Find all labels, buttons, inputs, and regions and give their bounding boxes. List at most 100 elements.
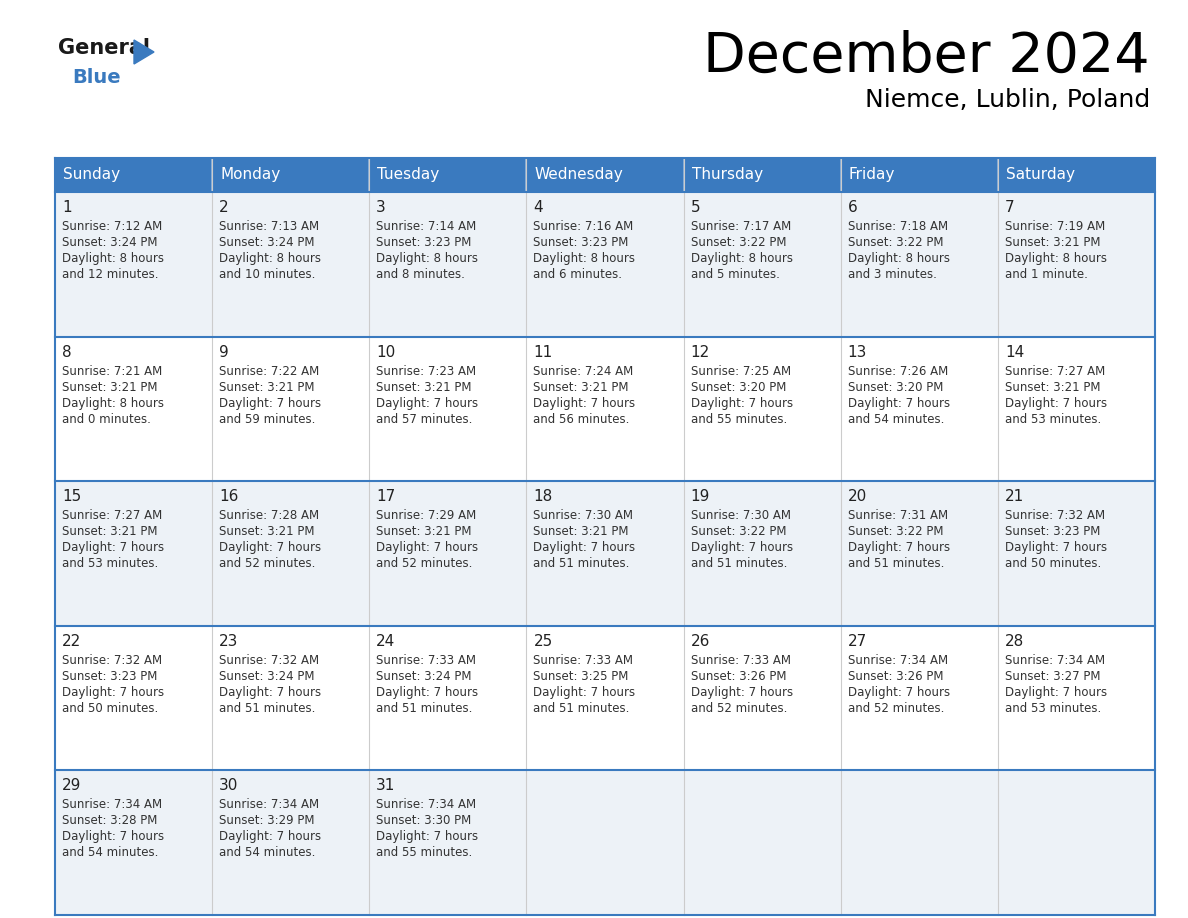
- Text: Daylight: 8 hours: Daylight: 8 hours: [377, 252, 479, 265]
- Bar: [998, 158, 1155, 192]
- Text: and 54 minutes.: and 54 minutes.: [848, 412, 944, 426]
- Text: and 6 minutes.: and 6 minutes.: [533, 268, 623, 281]
- Text: and 51 minutes.: and 51 minutes.: [533, 701, 630, 715]
- Text: Sunset: 3:23 PM: Sunset: 3:23 PM: [1005, 525, 1100, 538]
- Text: Sunrise: 7:27 AM: Sunrise: 7:27 AM: [62, 509, 163, 522]
- Text: Sunset: 3:24 PM: Sunset: 3:24 PM: [377, 670, 472, 683]
- Text: Daylight: 7 hours: Daylight: 7 hours: [533, 397, 636, 409]
- Text: Daylight: 7 hours: Daylight: 7 hours: [848, 686, 950, 699]
- Text: Sunrise: 7:33 AM: Sunrise: 7:33 AM: [377, 654, 476, 666]
- Text: Thursday: Thursday: [691, 167, 763, 183]
- Text: 3: 3: [377, 200, 386, 215]
- Text: Daylight: 7 hours: Daylight: 7 hours: [377, 686, 479, 699]
- Text: Daylight: 7 hours: Daylight: 7 hours: [377, 397, 479, 409]
- Text: Daylight: 7 hours: Daylight: 7 hours: [377, 542, 479, 554]
- Text: Sunrise: 7:26 AM: Sunrise: 7:26 AM: [848, 364, 948, 377]
- Text: and 50 minutes.: and 50 minutes.: [1005, 557, 1101, 570]
- Text: Sunset: 3:27 PM: Sunset: 3:27 PM: [1005, 670, 1100, 683]
- Text: and 12 minutes.: and 12 minutes.: [62, 268, 158, 281]
- Text: and 10 minutes.: and 10 minutes.: [219, 268, 316, 281]
- Bar: [683, 158, 841, 192]
- Text: Sunset: 3:21 PM: Sunset: 3:21 PM: [377, 525, 472, 538]
- Text: 12: 12: [690, 344, 709, 360]
- Text: and 3 minutes.: and 3 minutes.: [848, 268, 936, 281]
- Text: Sunset: 3:22 PM: Sunset: 3:22 PM: [690, 236, 786, 249]
- Text: Sunrise: 7:33 AM: Sunrise: 7:33 AM: [533, 654, 633, 666]
- Text: Sunrise: 7:30 AM: Sunrise: 7:30 AM: [690, 509, 790, 522]
- Bar: [55, 158, 213, 192]
- Text: Daylight: 7 hours: Daylight: 7 hours: [219, 397, 321, 409]
- Text: 22: 22: [62, 633, 81, 649]
- Text: 23: 23: [219, 633, 239, 649]
- Text: Sunset: 3:26 PM: Sunset: 3:26 PM: [848, 670, 943, 683]
- Text: Sunrise: 7:31 AM: Sunrise: 7:31 AM: [848, 509, 948, 522]
- Polygon shape: [134, 40, 154, 64]
- Text: and 50 minutes.: and 50 minutes.: [62, 701, 158, 715]
- Text: Daylight: 8 hours: Daylight: 8 hours: [62, 252, 164, 265]
- Text: December 2024: December 2024: [703, 30, 1150, 84]
- Text: 2: 2: [219, 200, 229, 215]
- Text: Sunset: 3:21 PM: Sunset: 3:21 PM: [1005, 236, 1100, 249]
- Text: Sunrise: 7:33 AM: Sunrise: 7:33 AM: [690, 654, 790, 666]
- Text: 6: 6: [848, 200, 858, 215]
- Text: Sunrise: 7:34 AM: Sunrise: 7:34 AM: [377, 799, 476, 812]
- Text: Sunset: 3:24 PM: Sunset: 3:24 PM: [219, 236, 315, 249]
- Text: 14: 14: [1005, 344, 1024, 360]
- Bar: [55, 626, 1155, 770]
- Text: Sunrise: 7:32 AM: Sunrise: 7:32 AM: [62, 654, 162, 666]
- Text: Sunset: 3:20 PM: Sunset: 3:20 PM: [848, 381, 943, 394]
- Text: Daylight: 7 hours: Daylight: 7 hours: [62, 542, 164, 554]
- Text: Sunrise: 7:28 AM: Sunrise: 7:28 AM: [219, 509, 320, 522]
- Text: 27: 27: [848, 633, 867, 649]
- Text: 15: 15: [62, 489, 81, 504]
- Text: Friday: Friday: [848, 167, 895, 183]
- Text: 28: 28: [1005, 633, 1024, 649]
- Bar: [841, 158, 998, 192]
- Text: 30: 30: [219, 778, 239, 793]
- Text: and 54 minutes.: and 54 minutes.: [219, 846, 316, 859]
- Text: Daylight: 7 hours: Daylight: 7 hours: [533, 686, 636, 699]
- Text: and 55 minutes.: and 55 minutes.: [690, 412, 786, 426]
- Text: Sunset: 3:21 PM: Sunset: 3:21 PM: [1005, 381, 1100, 394]
- Text: Sunset: 3:21 PM: Sunset: 3:21 PM: [219, 381, 315, 394]
- Text: 19: 19: [690, 489, 710, 504]
- Text: and 51 minutes.: and 51 minutes.: [533, 557, 630, 570]
- Text: Sunset: 3:22 PM: Sunset: 3:22 PM: [848, 525, 943, 538]
- Text: Sunrise: 7:18 AM: Sunrise: 7:18 AM: [848, 220, 948, 233]
- Text: Daylight: 7 hours: Daylight: 7 hours: [1005, 542, 1107, 554]
- Text: 9: 9: [219, 344, 229, 360]
- Text: Sunset: 3:23 PM: Sunset: 3:23 PM: [377, 236, 472, 249]
- Text: Daylight: 7 hours: Daylight: 7 hours: [219, 831, 321, 844]
- Text: and 52 minutes.: and 52 minutes.: [219, 557, 316, 570]
- Text: Sunset: 3:29 PM: Sunset: 3:29 PM: [219, 814, 315, 827]
- Text: Daylight: 7 hours: Daylight: 7 hours: [62, 686, 164, 699]
- Text: Sunset: 3:21 PM: Sunset: 3:21 PM: [62, 525, 158, 538]
- Text: and 57 minutes.: and 57 minutes.: [377, 412, 473, 426]
- Text: Daylight: 8 hours: Daylight: 8 hours: [219, 252, 321, 265]
- Text: Daylight: 7 hours: Daylight: 7 hours: [219, 686, 321, 699]
- Text: Sunrise: 7:16 AM: Sunrise: 7:16 AM: [533, 220, 633, 233]
- Text: Sunset: 3:20 PM: Sunset: 3:20 PM: [690, 381, 786, 394]
- Text: and 51 minutes.: and 51 minutes.: [848, 557, 944, 570]
- Text: Daylight: 7 hours: Daylight: 7 hours: [690, 542, 792, 554]
- Bar: [526, 158, 683, 192]
- Text: Sunrise: 7:34 AM: Sunrise: 7:34 AM: [219, 799, 320, 812]
- Text: Daylight: 7 hours: Daylight: 7 hours: [62, 831, 164, 844]
- Text: Daylight: 8 hours: Daylight: 8 hours: [690, 252, 792, 265]
- Text: Sunset: 3:28 PM: Sunset: 3:28 PM: [62, 814, 157, 827]
- Text: and 5 minutes.: and 5 minutes.: [690, 268, 779, 281]
- Text: Daylight: 7 hours: Daylight: 7 hours: [377, 831, 479, 844]
- Text: 5: 5: [690, 200, 700, 215]
- Text: and 56 minutes.: and 56 minutes.: [533, 412, 630, 426]
- Text: Sunrise: 7:21 AM: Sunrise: 7:21 AM: [62, 364, 163, 377]
- Text: Sunset: 3:21 PM: Sunset: 3:21 PM: [219, 525, 315, 538]
- Text: Sunrise: 7:34 AM: Sunrise: 7:34 AM: [848, 654, 948, 666]
- Text: Sunrise: 7:34 AM: Sunrise: 7:34 AM: [1005, 654, 1105, 666]
- Text: 10: 10: [377, 344, 396, 360]
- Text: Sunrise: 7:14 AM: Sunrise: 7:14 AM: [377, 220, 476, 233]
- Text: Sunrise: 7:12 AM: Sunrise: 7:12 AM: [62, 220, 163, 233]
- Text: and 52 minutes.: and 52 minutes.: [377, 557, 473, 570]
- Text: 31: 31: [377, 778, 396, 793]
- Text: Sunset: 3:24 PM: Sunset: 3:24 PM: [62, 236, 158, 249]
- Text: Daylight: 7 hours: Daylight: 7 hours: [848, 397, 950, 409]
